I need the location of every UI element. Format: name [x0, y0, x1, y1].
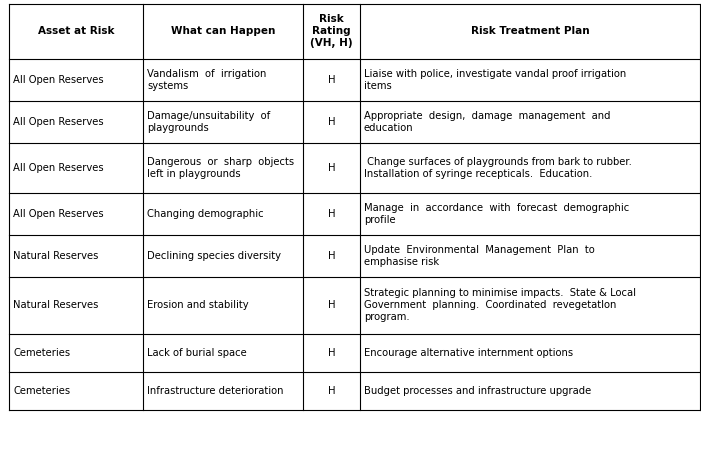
- Text: Liaise with police, investigate vandal proof irrigation
items: Liaise with police, investigate vandal p…: [364, 69, 626, 91]
- Text: H: H: [328, 251, 335, 261]
- Text: Manage  in  accordance  with  forecast  demographic
profile: Manage in accordance with forecast demog…: [364, 203, 629, 225]
- Text: All Open Reserves: All Open Reserves: [13, 75, 104, 85]
- Text: All Open Reserves: All Open Reserves: [13, 117, 104, 127]
- Text: H: H: [328, 117, 335, 127]
- Text: Natural Reserves: Natural Reserves: [13, 251, 98, 261]
- Text: H: H: [328, 348, 335, 358]
- Text: Risk Treatment Plan: Risk Treatment Plan: [470, 27, 590, 37]
- Text: What can Happen: What can Happen: [171, 27, 275, 37]
- Text: All Open Reserves: All Open Reserves: [13, 163, 104, 173]
- Text: Risk
Rating
(VH, H): Risk Rating (VH, H): [310, 15, 353, 48]
- Text: Declining species diversity: Declining species diversity: [147, 251, 281, 261]
- Text: Changing demographic: Changing demographic: [147, 209, 264, 219]
- Text: Infrastructure deterioration: Infrastructure deterioration: [147, 386, 283, 396]
- Text: Change surfaces of playgrounds from bark to rubber.
Installation of syringe rece: Change surfaces of playgrounds from bark…: [364, 157, 632, 179]
- Text: Appropriate  design,  damage  management  and
education: Appropriate design, damage management an…: [364, 111, 611, 133]
- Text: All Open Reserves: All Open Reserves: [13, 209, 104, 219]
- Text: Erosion and stability: Erosion and stability: [147, 301, 249, 310]
- Text: H: H: [328, 163, 335, 173]
- Text: Dangerous  or  sharp  objects
left in playgrounds: Dangerous or sharp objects left in playg…: [147, 157, 294, 179]
- Text: Strategic planning to minimise impacts.  State & Local
Government  planning.  Co: Strategic planning to minimise impacts. …: [364, 288, 636, 323]
- Text: Update  Environmental  Management  Plan  to
emphasise risk: Update Environmental Management Plan to …: [364, 245, 594, 267]
- Text: H: H: [328, 301, 335, 310]
- Text: Lack of burial space: Lack of burial space: [147, 348, 247, 358]
- Text: H: H: [328, 386, 335, 396]
- Text: Encourage alternative internment options: Encourage alternative internment options: [364, 348, 573, 358]
- Text: Damage/unsuitability  of
playgrounds: Damage/unsuitability of playgrounds: [147, 111, 271, 133]
- Text: Vandalism  of  irrigation
systems: Vandalism of irrigation systems: [147, 69, 266, 91]
- Text: Natural Reserves: Natural Reserves: [13, 301, 98, 310]
- Text: Budget processes and infrastructure upgrade: Budget processes and infrastructure upgr…: [364, 386, 591, 396]
- Text: Cemeteries: Cemeteries: [13, 386, 70, 396]
- Text: Asset at Risk: Asset at Risk: [38, 27, 114, 37]
- Text: Cemeteries: Cemeteries: [13, 348, 70, 358]
- Text: H: H: [328, 75, 335, 85]
- Text: H: H: [328, 209, 335, 219]
